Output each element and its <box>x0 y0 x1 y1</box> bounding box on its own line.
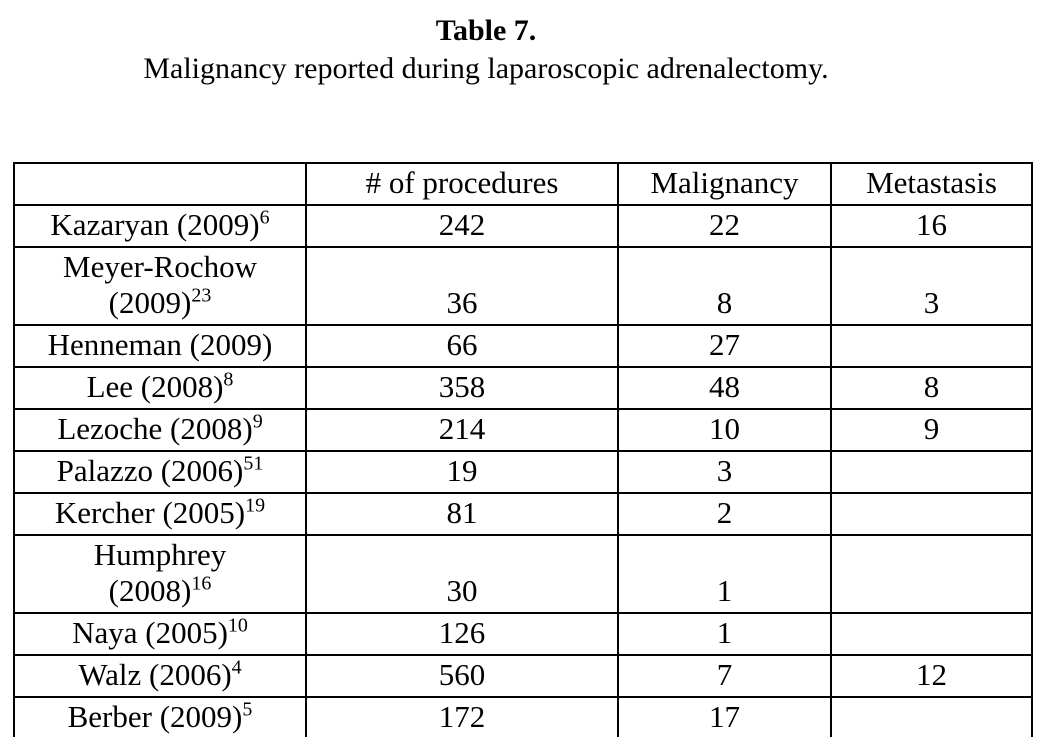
study-cell: Meyer-Rochow (2009)23 <box>13 246 307 326</box>
metastasis-cell: 3 <box>830 246 1033 326</box>
table-row: Humphrey (2008)16 30 1 <box>13 534 1033 614</box>
table-row: Walz (2006)4 560 7 12 <box>13 654 1033 698</box>
reference-superscript: 9 <box>252 410 263 433</box>
table-row: Meyer-Rochow (2009)23 36 8 3 <box>13 246 1033 326</box>
header-malignancy: Malignancy <box>617 162 832 206</box>
header-row: # of procedures Malignancy Metastasis <box>13 162 1033 206</box>
reference-superscript: 10 <box>227 614 248 637</box>
procedures-cell: 172 <box>305 696 619 737</box>
procedures-cell: 560 <box>305 654 619 698</box>
table-subtitle: Malignancy reported during laparoscopic … <box>143 52 829 85</box>
table-caption: Table 7. Malignancy reported during lapa… <box>0 0 972 88</box>
procedures-cell: 358 <box>305 366 619 410</box>
reference-superscript: 4 <box>231 656 242 679</box>
table-row: Naya (2005)10 126 1 <box>13 612 1033 656</box>
study-cell: Walz (2006)4 <box>13 654 307 698</box>
metastasis-cell: 12 <box>830 654 1033 698</box>
study-name-line: (2009) <box>108 285 192 320</box>
malignancy-cell: 27 <box>617 324 832 368</box>
table-row: Lezoche (2008)9 214 10 9 <box>13 408 1033 452</box>
malignancy-cell: 22 <box>617 204 832 248</box>
table-row: Kercher (2005)19 81 2 <box>13 492 1033 536</box>
header-procedures: # of procedures <box>305 162 619 206</box>
study-name-line: Lezoche (2008) <box>57 411 253 446</box>
metastasis-cell: 9 <box>830 408 1033 452</box>
procedures-cell: 81 <box>305 492 619 536</box>
table-row: Henneman (2009) 66 27 <box>13 324 1033 368</box>
study-name-line: Palazzo (2006) <box>56 453 244 488</box>
study-name-line: Meyer-Rochow <box>63 249 257 284</box>
reference-superscript: 16 <box>191 572 212 595</box>
malignancy-cell: 8 <box>617 246 832 326</box>
malignancy-cell: 1 <box>617 534 832 614</box>
study-cell: Berber (2009)5 <box>13 696 307 737</box>
malignancy-table: # of procedures Malignancy Metastasis Ka… <box>13 162 1033 737</box>
malignancy-cell: 48 <box>617 366 832 410</box>
reference-superscript: 6 <box>259 206 270 229</box>
procedures-cell: 214 <box>305 408 619 452</box>
procedures-cell: 36 <box>305 246 619 326</box>
study-name-line: (2008) <box>108 573 192 608</box>
metastasis-cell <box>830 696 1033 737</box>
metastasis-cell <box>830 534 1033 614</box>
study-cell: Lee (2008)8 <box>13 366 307 410</box>
procedures-cell: 30 <box>305 534 619 614</box>
study-cell: Humphrey (2008)16 <box>13 534 307 614</box>
study-cell: Palazzo (2006)51 <box>13 450 307 494</box>
malignancy-cell: 7 <box>617 654 832 698</box>
study-name-line: Kercher (2005) <box>54 495 246 530</box>
study-name-line: Kazaryan (2009) <box>50 207 260 242</box>
malignancy-cell: 17 <box>617 696 832 737</box>
study-cell: Naya (2005)10 <box>13 612 307 656</box>
malignancy-cell: 3 <box>617 450 832 494</box>
procedures-cell: 19 <box>305 450 619 494</box>
study-cell: Henneman (2009) <box>13 324 307 368</box>
table-body: Kazaryan (2009)6 242 22 16 Meyer-Rochow (2009… <box>13 204 1033 737</box>
study-name-line: Humphrey <box>93 537 227 572</box>
malignancy-cell: 2 <box>617 492 832 536</box>
header-study <box>13 162 307 206</box>
table-title: Table 7. <box>435 14 537 47</box>
study-name-line: Henneman (2009) <box>47 327 273 362</box>
malignancy-cell: 10 <box>617 408 832 452</box>
study-cell: Kercher (2005)19 <box>13 492 307 536</box>
metastasis-cell: 16 <box>830 204 1033 248</box>
study-name-line: Walz (2006) <box>78 657 232 692</box>
metastasis-cell <box>830 324 1033 368</box>
reference-superscript: 51 <box>243 452 264 475</box>
table-row: Lee (2008)8 358 48 8 <box>13 366 1033 410</box>
procedures-cell: 126 <box>305 612 619 656</box>
reference-superscript: 19 <box>245 494 266 517</box>
table-row: Kazaryan (2009)6 242 22 16 <box>13 204 1033 248</box>
study-name-line: Naya (2005) <box>72 615 228 650</box>
metastasis-cell <box>830 492 1033 536</box>
reference-superscript: 5 <box>242 698 253 721</box>
study-name-line: Berber (2009) <box>67 699 243 734</box>
reference-superscript: 23 <box>191 284 212 307</box>
table-row: Berber (2009)5 172 17 <box>13 696 1033 737</box>
header-metastasis: Metastasis <box>830 162 1033 206</box>
reference-superscript: 8 <box>223 368 234 391</box>
metastasis-cell <box>830 450 1033 494</box>
table-row: Palazzo (2006)51 19 3 <box>13 450 1033 494</box>
study-cell: Kazaryan (2009)6 <box>13 204 307 248</box>
metastasis-cell <box>830 612 1033 656</box>
procedures-cell: 242 <box>305 204 619 248</box>
malignancy-cell: 1 <box>617 612 832 656</box>
metastasis-cell: 8 <box>830 366 1033 410</box>
procedures-cell: 66 <box>305 324 619 368</box>
study-name-line: Lee (2008) <box>86 369 224 404</box>
study-cell: Lezoche (2008)9 <box>13 408 307 452</box>
